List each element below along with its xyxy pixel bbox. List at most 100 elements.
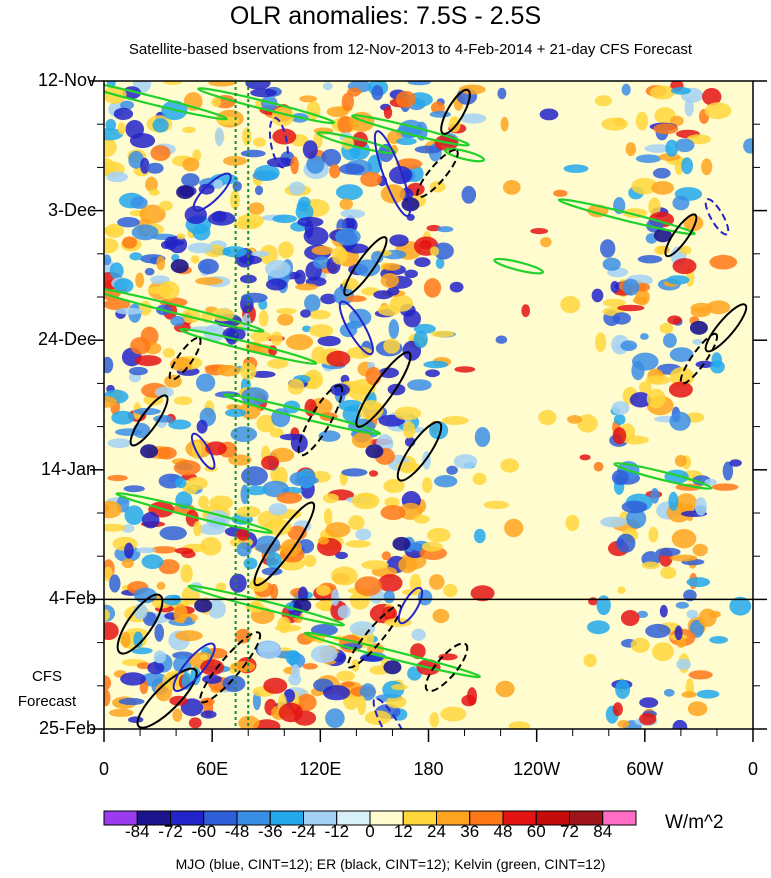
olr-cell (495, 335, 508, 344)
olr-cell (144, 267, 155, 276)
olr-core-negative (194, 598, 213, 613)
olr-cell (172, 708, 183, 722)
olr-cell (347, 320, 363, 329)
olr-cell (497, 87, 507, 100)
olr-cell (244, 485, 268, 496)
olr-cell (145, 176, 158, 192)
olr-cell (645, 623, 671, 639)
olr-cell (560, 296, 581, 314)
olr-cell (430, 330, 455, 338)
olr-cell (253, 137, 266, 147)
olr-cell (278, 241, 294, 259)
er-contour (664, 213, 698, 258)
er-contour (116, 593, 164, 655)
olr-cell (371, 85, 384, 101)
olr-cell (577, 414, 598, 433)
olr-core-positive (263, 677, 288, 694)
olr-cell (138, 300, 152, 316)
er-contour (136, 667, 198, 729)
olr-cell (339, 163, 365, 175)
olr-cell (389, 166, 413, 185)
olr-cell (435, 257, 445, 269)
olr-cell (538, 409, 557, 426)
olr-cell (211, 97, 221, 107)
olr-cell (294, 476, 319, 485)
olr-cell (111, 410, 135, 425)
olr-cell (684, 98, 694, 117)
olr-cell (115, 307, 143, 315)
olr-cell (710, 360, 725, 374)
olr-cell (396, 137, 417, 146)
er-contour (343, 236, 388, 297)
kelvin-contour (351, 114, 470, 147)
olr-cell (443, 583, 458, 598)
olr-cell (384, 497, 400, 508)
olr-cell (335, 551, 348, 560)
olr-cell (616, 533, 636, 553)
olr-cell (124, 542, 134, 559)
olr-cell (109, 574, 121, 593)
olr-cell (153, 650, 166, 664)
olr-cell (107, 438, 132, 448)
olr-cell (154, 623, 164, 642)
olr-cell (411, 628, 426, 641)
olr-cell (579, 454, 591, 461)
olr-core-positive (470, 585, 495, 602)
olr-cell (351, 492, 380, 510)
olr-cell (373, 290, 393, 300)
olr-cell (380, 505, 406, 521)
olr-cell (290, 156, 299, 175)
olr-cell (635, 289, 650, 306)
olr-cell (407, 379, 432, 391)
olr-cell (429, 712, 439, 728)
olr-cell (669, 347, 694, 362)
olr-cell (612, 702, 623, 717)
olr-cell (185, 485, 198, 495)
olr-cell (276, 492, 303, 504)
olr-cell (603, 298, 626, 307)
olr-cell (233, 220, 261, 230)
olr-cell (211, 210, 227, 223)
olr-cell (141, 512, 160, 529)
olr-cell (683, 589, 697, 602)
olr-cell (433, 242, 454, 260)
kelvin-contour (304, 631, 481, 679)
olr-cell (553, 189, 568, 197)
olr-cell (152, 118, 169, 133)
olr-cell (611, 469, 629, 486)
olr-cell (413, 514, 430, 524)
olr-cell (122, 236, 138, 249)
olr-cell (250, 370, 276, 378)
olr-cell (158, 559, 180, 575)
olr-cell (175, 477, 187, 489)
olr-cell (617, 304, 645, 312)
olr-cell (613, 414, 626, 425)
olr-cell (676, 658, 691, 670)
olr-cell (692, 339, 703, 345)
y-tick-label: 12-Nov (37, 70, 96, 90)
olr-cell (133, 407, 161, 416)
olr-cell (104, 609, 110, 621)
olr-cell (173, 396, 193, 406)
olr-cell (323, 685, 351, 701)
y-tick-label: 4-Feb (48, 588, 96, 609)
olr-cell (521, 304, 531, 318)
olr-cell (173, 460, 201, 476)
olr-cell (159, 526, 187, 541)
olr-cell (216, 364, 241, 377)
olr-cell (146, 162, 164, 174)
olr-cell (448, 116, 461, 133)
olr-cell (239, 255, 262, 265)
olr-cell (669, 554, 698, 562)
olr-cell (258, 310, 269, 327)
olr-cell (345, 540, 371, 548)
olr-cell (426, 527, 451, 543)
olr-cell (300, 309, 311, 318)
olr-cell (319, 602, 333, 612)
olr-cell (508, 721, 531, 729)
olr-cell (195, 373, 216, 392)
olr-cell (268, 503, 288, 516)
olr-cell (453, 454, 478, 469)
mjo-contour (372, 697, 413, 729)
er-contour (396, 421, 443, 482)
